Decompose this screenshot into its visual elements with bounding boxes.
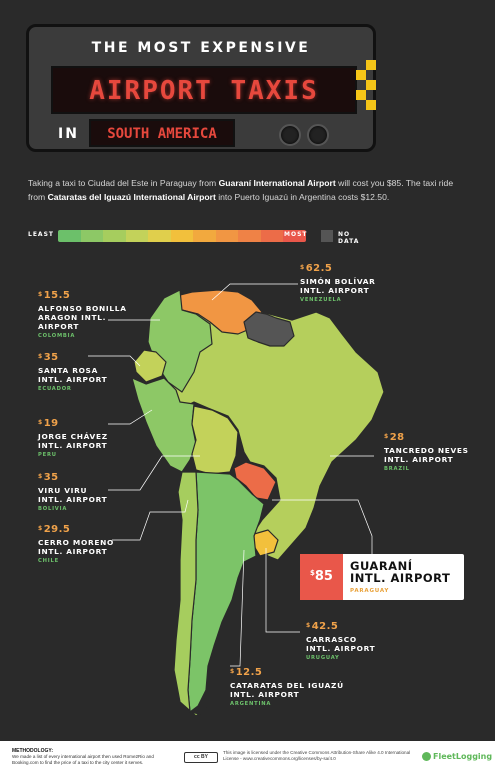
airport-brazil: TANCREDO NEVES INTL. AIRPORT	[384, 446, 469, 464]
price-uruguay: $42.5	[306, 621, 339, 632]
country-venezuela: VENEZUELA	[300, 297, 342, 303]
scale-swatch	[170, 230, 194, 242]
airport-bolivia: VIRU VIRU INTL. AIRPORT	[38, 486, 108, 504]
label-bolivia: $35 VIRU VIRU INTL. AIRPORT BOLIVIA	[38, 472, 107, 512]
logo-icon	[422, 752, 431, 761]
knob-icon	[307, 124, 329, 146]
airport-venezuela: SIMÓN BOLÍVAR INTL. AIRPORT	[300, 277, 376, 295]
country-uruguay: URUGUAY	[306, 655, 340, 661]
airport-colombia: ALFONSO BONILLA ARAGON INTL. AIRPORT	[38, 304, 127, 331]
label-brazil: $28 TANCREDO NEVES INTL. AIRPORT BRAZIL	[384, 432, 469, 472]
checkered-flag-icon	[346, 60, 376, 110]
license-text: This image is licensed under the Creativ…	[223, 750, 411, 761]
label-chile: $29.5 CERRO MORENO INTL. AIRPORT CHILE	[38, 524, 114, 564]
scale-swatch	[103, 230, 126, 242]
legend-no-data: NO DATA	[338, 231, 360, 245]
price-venezuela: $62.5	[300, 263, 333, 274]
knob-icon	[279, 124, 301, 146]
title-line-1: THE MOST EXPENSIVE	[91, 40, 311, 56]
scale-swatch	[283, 230, 306, 242]
leader-bolivia	[108, 455, 200, 491]
label-uruguay: $42.5 CARRASCO INTL. AIRPORT URUGUAY	[306, 621, 375, 661]
country-argentina: ARGENTINA	[230, 701, 272, 707]
leader-chile	[112, 499, 189, 541]
led-display-small: SOUTH AMERICA	[89, 119, 235, 147]
leader-argentina	[230, 549, 245, 667]
intro-paragraph: Taking a taxi to Ciudad del Este in Para…	[28, 178, 454, 202]
airport-chile: CERRO MORENO INTL. AIRPORT	[38, 538, 114, 556]
price-argentina: $12.5	[230, 667, 263, 678]
footer: METHODOLOGY: We made a list of every int…	[0, 741, 495, 780]
featured-paraguay: $85 GUARANÍ INTL. AIRPORT PARAGUAY	[300, 554, 464, 600]
scale-swatch	[215, 230, 239, 242]
country-ecuador: ECUADOR	[38, 386, 72, 392]
price-paraguay: $85	[300, 554, 343, 600]
led-display: AIRPORT TAXIS	[51, 66, 357, 114]
south-america-map	[88, 283, 385, 717]
label-venezuela: $62.5 SIMÓN BOLÍVAR INTL. AIRPORT VENEZU…	[300, 263, 376, 303]
label-ecuador: $35 SANTA ROSA INTL. AIRPORT ECUADOR	[38, 352, 107, 392]
airport-paraguay: GUARANÍ INTL. AIRPORT	[350, 559, 451, 585]
airport-argentina: CATARATAS DEL IGUAZÚ INTL. AIRPORT	[230, 681, 344, 699]
country-chile: CHILE	[38, 558, 59, 564]
price-brazil: $28	[384, 432, 405, 443]
map-ecuador	[133, 349, 167, 383]
legend-least: LEAST	[28, 231, 54, 238]
airport-uruguay: CARRASCO INTL. AIRPORT	[306, 635, 376, 653]
airport-peru: JORGE CHÁVEZ INTL. AIRPORT	[38, 432, 108, 450]
map-chile	[173, 471, 207, 717]
scale-swatch	[58, 230, 81, 242]
scale-swatch	[193, 230, 216, 242]
title-line-3: SOUTH AMERICA	[107, 126, 217, 142]
scale-swatch	[80, 230, 104, 242]
country-paraguay: PARAGUAY	[350, 588, 390, 594]
map-guianas	[243, 311, 295, 347]
label-colombia: $15.5 ALFONSO BONILLA ARAGON INTL. AIRPO…	[38, 290, 127, 339]
title-in: IN	[58, 126, 79, 142]
leader-uruguay	[265, 548, 300, 633]
legend-most: MOST	[284, 231, 308, 238]
title-line-2: AIRPORT TAXIS	[89, 76, 319, 106]
cc-license-icon: cc BY	[184, 752, 218, 763]
fleetlogging-logo: FleetLogging	[422, 752, 492, 761]
scale-swatch	[260, 230, 284, 242]
scale-swatch	[125, 230, 149, 242]
price-colombia: $15.5	[38, 290, 71, 301]
airport-ecuador: SANTA ROSA INTL. AIRPORT	[38, 366, 108, 384]
country-bolivia: BOLIVIA	[38, 506, 68, 512]
label-peru: $19 JORGE CHÁVEZ INTL. AIRPORT PERU	[38, 418, 108, 458]
methodology: METHODOLOGY: We made a list of every int…	[12, 748, 154, 765]
label-argentina: $12.5 CATARATAS DEL IGUAZÚ INTL. AIRPORT…	[230, 667, 344, 707]
leader-peru	[108, 409, 153, 425]
color-scale	[58, 230, 306, 242]
country-peru: PERU	[38, 452, 57, 458]
price-peru: $19	[38, 418, 59, 429]
country-colombia: COLOMBIA	[38, 333, 76, 339]
leader-paraguay	[272, 499, 373, 554]
country-brazil: BRAZIL	[384, 466, 410, 472]
header-sign: THE MOST EXPENSIVE AIRPORT TAXIS IN SOUT…	[26, 24, 376, 152]
scale-swatch	[148, 230, 171, 242]
price-chile: $29.5	[38, 524, 71, 535]
no-data-swatch	[321, 230, 333, 242]
leader-venezuela	[211, 283, 298, 301]
scale-swatch	[238, 230, 261, 242]
leader-ecuador	[88, 355, 141, 367]
price-bolivia: $35	[38, 472, 59, 483]
price-ecuador: $35	[38, 352, 59, 363]
